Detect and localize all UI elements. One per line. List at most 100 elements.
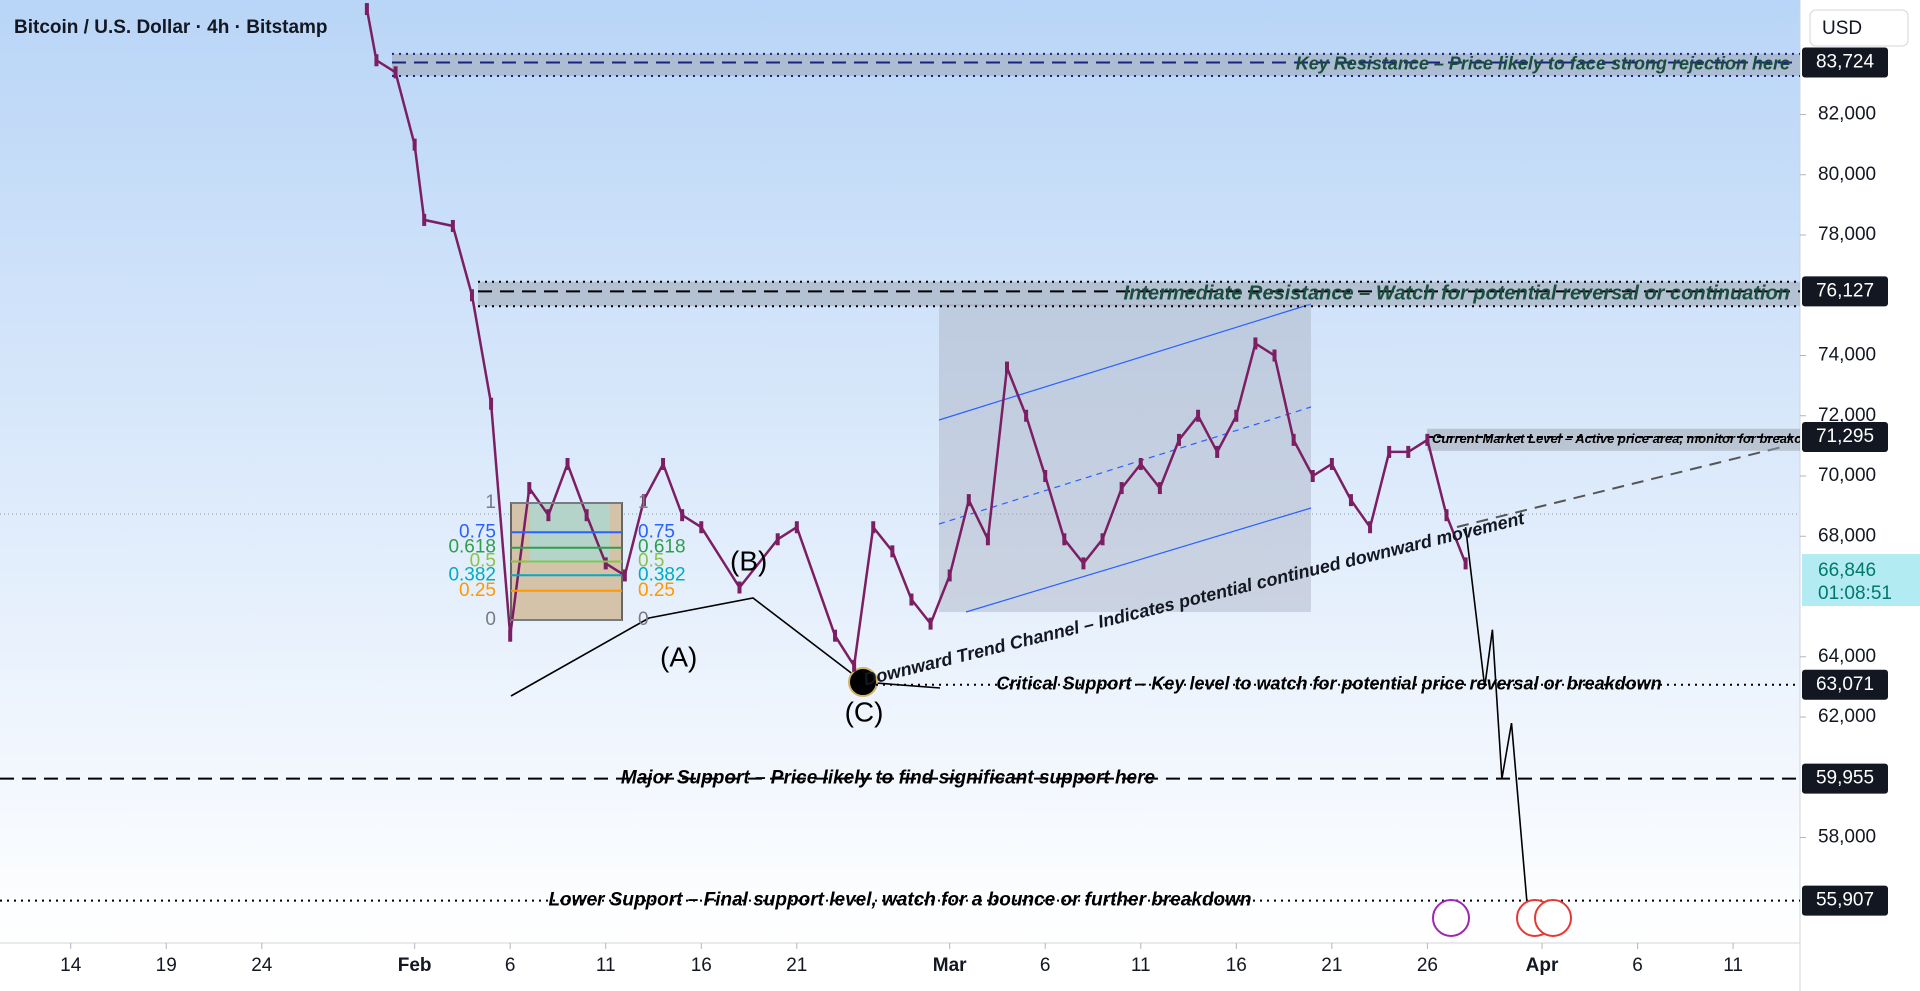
channel-line <box>938 303 1312 421</box>
candle <box>393 66 398 79</box>
wave-label: (B) <box>730 545 767 576</box>
price-tag <box>1802 669 1888 700</box>
currency-button-label[interactable]: USD <box>1822 18 1862 39</box>
level-band <box>478 281 1800 307</box>
fib-label: 0.25 <box>459 580 496 601</box>
fib-label: 0.5 <box>470 551 496 572</box>
candle <box>1291 433 1296 446</box>
candle <box>364 3 369 16</box>
fib-label: 0 <box>485 609 496 630</box>
price-axis <box>1800 0 1920 991</box>
candle <box>1196 409 1201 422</box>
wave-label: (C) <box>845 696 884 727</box>
price-tag <box>1802 885 1888 916</box>
price-tag-label: 55,907 <box>1816 890 1874 911</box>
level-band <box>392 53 1800 76</box>
wave-line <box>510 597 941 697</box>
y-tick-label: 74,000 <box>1818 345 1876 366</box>
event-icon[interactable] <box>1534 899 1572 937</box>
price-tag-label: 59,955 <box>1816 768 1874 789</box>
candle <box>1329 457 1334 470</box>
level-label: Lower Support – Final support level, wat… <box>548 890 1251 911</box>
fib-label: 0.75 <box>638 521 675 542</box>
candle <box>737 581 742 594</box>
candle <box>661 457 666 470</box>
x-tick-label: 21 <box>786 955 807 976</box>
fib-label: 0 <box>638 609 649 630</box>
fib-label: 0.75 <box>459 521 496 542</box>
channel-midline <box>938 406 1312 525</box>
y-tick-label: 70,000 <box>1818 465 1876 486</box>
projection-line <box>1464 527 1528 901</box>
candle <box>1119 482 1124 495</box>
x-tick-label: 6 <box>1632 955 1643 976</box>
y-tick-label: 78,000 <box>1818 224 1876 245</box>
x-tick-label: 14 <box>60 955 82 976</box>
candle <box>1062 533 1067 546</box>
candle <box>1100 533 1105 546</box>
level-label: Critical Support – Key level to watch fo… <box>996 674 1661 694</box>
x-tick-label: 16 <box>691 955 712 976</box>
price-tag-label: 71,295 <box>1816 426 1874 447</box>
fib-label: 0.5 <box>638 551 664 572</box>
candle <box>966 494 971 507</box>
x-tick-label: 11 <box>1723 955 1743 976</box>
price-tag <box>1802 422 1888 453</box>
candle <box>928 617 933 630</box>
candle <box>680 509 685 522</box>
candle <box>1310 470 1315 483</box>
candle <box>852 659 857 672</box>
candle <box>622 569 627 582</box>
candle <box>1463 557 1468 570</box>
candle <box>1272 349 1277 362</box>
candle <box>1138 457 1143 470</box>
candle <box>412 138 417 151</box>
x-tick-label: 24 <box>251 955 273 976</box>
level-label: Major Support – Price likely to find sig… <box>621 768 1156 789</box>
candle <box>1043 470 1048 483</box>
y-tick-label: 58,000 <box>1818 827 1876 848</box>
y-tick-label: 82,000 <box>1818 104 1876 125</box>
level-label: Key Resistance – Price likely to face st… <box>1296 54 1790 74</box>
x-tick-label: 6 <box>1040 955 1051 976</box>
x-tick-label: Feb <box>398 955 432 976</box>
price-tag-label: 83,724 <box>1816 52 1875 73</box>
currency-button[interactable] <box>1809 9 1909 47</box>
channel-line <box>965 507 1312 613</box>
candle <box>1348 494 1353 507</box>
x-tick-label: 21 <box>1321 955 1342 976</box>
candle <box>584 509 589 522</box>
candle <box>1387 445 1392 458</box>
price-line <box>365 8 1467 670</box>
candle <box>1253 337 1258 350</box>
price-tag <box>1802 47 1888 78</box>
candle <box>1368 521 1373 534</box>
price-tag <box>1802 763 1888 794</box>
x-tick-label: 11 <box>1131 955 1151 976</box>
candle <box>1234 409 1239 422</box>
current-price-tag <box>1802 554 1920 607</box>
price-tag-label: 76,127 <box>1816 280 1874 301</box>
candle <box>890 545 895 558</box>
x-tick-label: 6 <box>505 955 516 976</box>
candle <box>1406 445 1411 458</box>
candle <box>1425 433 1430 446</box>
fib-label: 0.25 <box>638 580 675 601</box>
y-tick-label: 72,000 <box>1818 405 1876 426</box>
fib-label: 0.618 <box>638 537 686 558</box>
event-icon[interactable] <box>1432 899 1470 937</box>
candle <box>1081 557 1086 570</box>
candle <box>833 629 838 642</box>
candle <box>1005 361 1010 374</box>
candle <box>508 629 513 642</box>
level-label: Current Market Level – Active price area… <box>1432 431 1815 446</box>
candle <box>947 569 952 582</box>
candle <box>469 289 474 302</box>
time-axis <box>0 943 1800 991</box>
candle <box>527 482 532 495</box>
candle <box>489 397 494 410</box>
trend-extension <box>1456 446 1783 528</box>
x-tick-label: Apr <box>1526 955 1559 976</box>
candle <box>871 521 876 534</box>
